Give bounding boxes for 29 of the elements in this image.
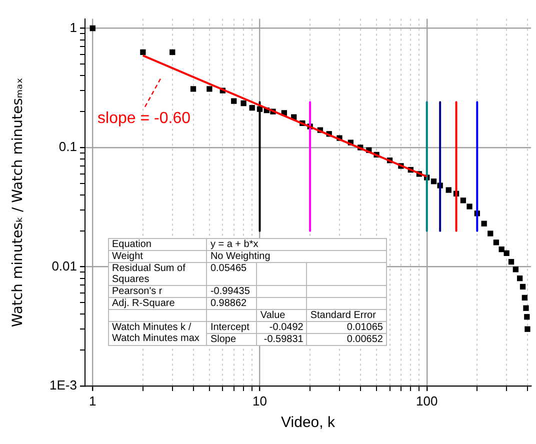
x-axis-title: Video, k (281, 414, 336, 432)
annotation: slope = -0.60 (98, 110, 191, 128)
annotation: Standard Error (310, 310, 376, 321)
y-tick-label: 0.01 (52, 258, 77, 274)
y-tick-label: 1E-3 (50, 378, 77, 393)
x-tick-label: 1 (89, 393, 96, 408)
annotation: -0.59831 (264, 334, 304, 345)
annotation: Equation (112, 239, 152, 250)
annotation: No Weighting (210, 251, 270, 262)
annotation: Pearson's r (112, 286, 162, 297)
annotation: Adj. R-Square (112, 298, 175, 309)
x-tick-label: 10 (252, 393, 267, 408)
annotation: -0.99435 (210, 286, 250, 297)
annotation: -0.0492 (269, 322, 304, 333)
annotation: y = a + b*x (210, 239, 258, 250)
annotation: Weight (112, 251, 143, 262)
annotation: 0.01065 (346, 322, 383, 333)
y-axis-title: Watch minutesₖ / Watch minutesₘₐₓ (10, 78, 26, 328)
annotation: 0.05465 (210, 263, 247, 274)
annotation: Residual Sum of Squares (112, 263, 186, 285)
annotation: Watch Minutes k / Watch Minutes max (112, 322, 200, 344)
y-tick-label: 1 (70, 20, 77, 35)
annotation: Slope (210, 334, 236, 345)
x-tick-label: 100 (416, 393, 438, 408)
annotation: 0.98862 (210, 298, 247, 309)
annotation: 0.00652 (346, 334, 383, 345)
annotation: Value (260, 310, 286, 321)
annotation: Intercept (210, 322, 250, 333)
y-tick-label: 0.1 (58, 139, 77, 154)
